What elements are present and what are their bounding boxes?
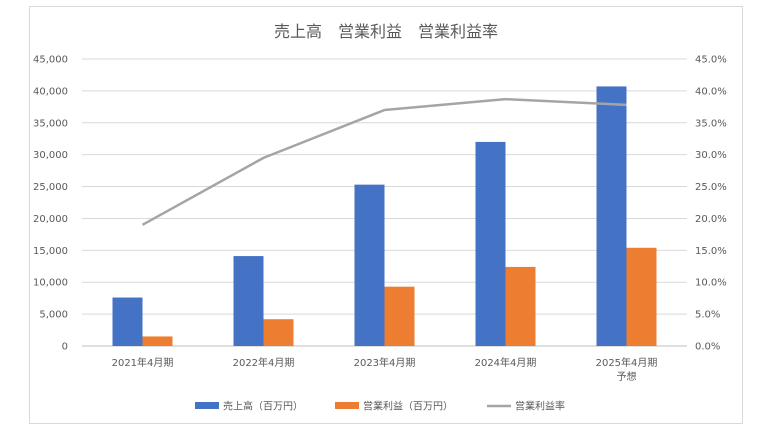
right-axis-tick-label: 5.0% bbox=[695, 310, 720, 321]
category-label: 2021年4月期 bbox=[112, 356, 174, 369]
combo-chart: 売上高 営業利益 営業利益率 0 5,000 10,000 15,000 20,000 2… bbox=[33, 22, 727, 413]
left-axis-tick-label: 20,000 bbox=[33, 214, 68, 225]
chart-title: 売上高 営業利益 営業利益率 bbox=[274, 22, 498, 41]
category-label: 2025年4月期 bbox=[596, 356, 658, 369]
legend-label: 売上高（百万円） bbox=[223, 400, 303, 413]
right-axis-tick-label: 35.0% bbox=[695, 118, 727, 129]
right-axis-tick-label: 15.0% bbox=[695, 246, 727, 257]
bar-operating-profit bbox=[263, 319, 294, 346]
right-axis-tick-label: 25.0% bbox=[695, 182, 727, 193]
bar-operating-profit bbox=[142, 336, 173, 346]
legend-swatch bbox=[335, 402, 359, 409]
chart-frame: 売上高 営業利益 営業利益率 0 5,000 10,000 15,000 20,000 2… bbox=[29, 6, 743, 424]
right-axis-tick-label: 20.0% bbox=[695, 214, 727, 225]
right-axis-tick-label: 0.0% bbox=[695, 342, 720, 353]
right-axis-tick-label: 30.0% bbox=[695, 150, 727, 161]
right-axis-tick-label: 40.0% bbox=[695, 86, 727, 97]
legend-swatch bbox=[195, 402, 219, 409]
bar-sales bbox=[596, 86, 627, 347]
legend-label: 営業利益（百万円） bbox=[363, 400, 453, 413]
left-axis-tick-label: 40,000 bbox=[33, 86, 68, 97]
right-axis-tick-label: 10.0% bbox=[695, 278, 727, 289]
bar-operating-profit bbox=[626, 247, 657, 346]
legend-item: 営業利益（百万円） bbox=[335, 400, 453, 413]
legend-item: 売上高（百万円） bbox=[195, 400, 303, 413]
left-axis-tick-label: 0 bbox=[62, 342, 68, 353]
bar-sales bbox=[354, 184, 385, 346]
bar-operating-profit bbox=[384, 286, 415, 346]
operating-margin-line bbox=[141, 97, 627, 226]
axes: 0 5,000 10,000 15,000 20,000 25,000 30,000 35,0… bbox=[33, 55, 727, 384]
bars bbox=[112, 86, 657, 347]
left-axis-tick-label: 10,000 bbox=[33, 278, 68, 289]
category-label: 2023年4月期 bbox=[354, 356, 416, 369]
category-label: 予想 bbox=[617, 370, 637, 383]
left-axis-tick-label: 30,000 bbox=[33, 150, 68, 161]
line-series bbox=[141, 97, 627, 226]
legend: 売上高（百万円） 営業利益（百万円） 営業利益率 bbox=[195, 400, 565, 413]
left-axis-tick-label: 15,000 bbox=[33, 246, 68, 257]
category-label: 2024年4月期 bbox=[475, 356, 537, 369]
bar-sales bbox=[233, 256, 264, 346]
left-axis-tick-label: 5,000 bbox=[39, 310, 68, 321]
bar-operating-profit bbox=[505, 266, 536, 346]
left-axis-tick-label: 25,000 bbox=[33, 182, 68, 193]
category-label: 2022年4月期 bbox=[233, 356, 295, 369]
right-axis-tick-label: 45.0% bbox=[695, 55, 727, 66]
legend-label: 営業利益率 bbox=[515, 400, 565, 413]
left-axis-tick-label: 35,000 bbox=[33, 118, 68, 129]
legend-item: 営業利益率 bbox=[487, 400, 565, 413]
bar-sales bbox=[112, 297, 143, 346]
bar-sales bbox=[475, 141, 506, 346]
left-axis-tick-label: 45,000 bbox=[33, 55, 68, 66]
